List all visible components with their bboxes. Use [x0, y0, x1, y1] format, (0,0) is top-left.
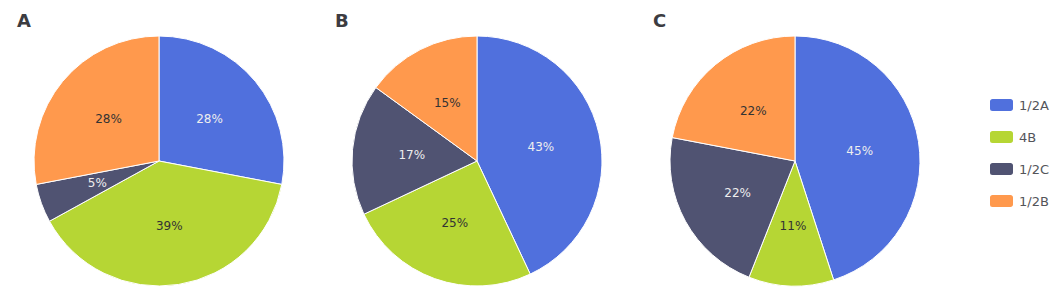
svg-text:28%: 28%	[95, 112, 122, 126]
svg-text:25%: 25%	[441, 216, 468, 230]
svg-text:11%: 11%	[780, 219, 807, 233]
svg-text:B: B	[335, 10, 349, 31]
svg-text:22%: 22%	[740, 104, 767, 118]
svg-text:39%: 39%	[156, 219, 183, 233]
svg-text:22%: 22%	[724, 186, 751, 200]
svg-text:15%: 15%	[434, 96, 461, 110]
svg-text:1/2B: 1/2B	[1019, 194, 1049, 209]
svg-text:43%: 43%	[528, 140, 555, 154]
svg-text:4B: 4B	[1019, 130, 1036, 145]
svg-text:45%: 45%	[846, 144, 873, 158]
svg-text:5%: 5%	[88, 176, 107, 190]
svg-text:17%: 17%	[398, 148, 425, 162]
svg-text:1/2C: 1/2C	[1019, 162, 1049, 177]
svg-text:28%: 28%	[196, 112, 223, 126]
svg-text:C: C	[653, 10, 666, 31]
svg-text:A: A	[17, 10, 31, 31]
svg-text:1/2A: 1/2A	[1019, 98, 1049, 113]
